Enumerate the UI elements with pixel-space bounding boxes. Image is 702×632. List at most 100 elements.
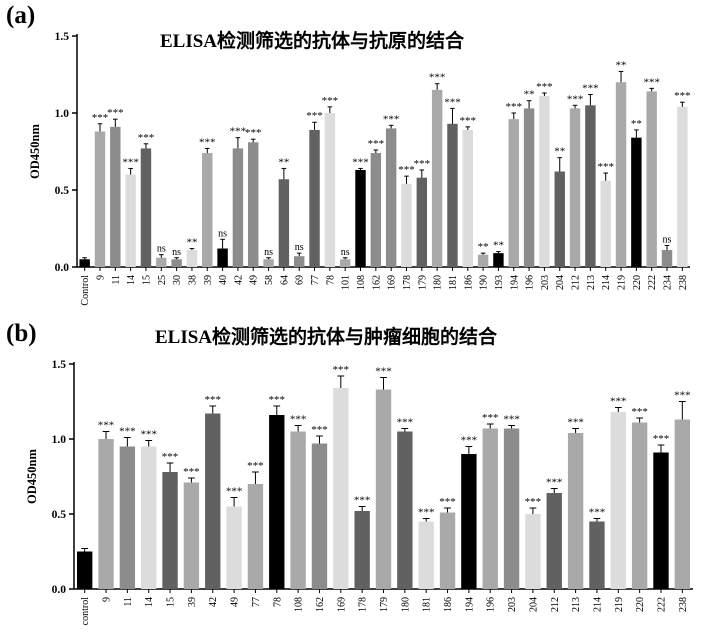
- bar: [217, 248, 228, 267]
- x-tick-label: 9: [95, 275, 106, 280]
- bar: [461, 454, 477, 589]
- bar: [119, 446, 136, 589]
- significance-label: **: [278, 156, 289, 168]
- x-tick-label: 39: [187, 597, 198, 607]
- bar: [631, 137, 642, 267]
- x-tick-label: 101: [341, 275, 352, 290]
- x-tick-label: 204: [555, 275, 566, 290]
- bar: [631, 422, 648, 589]
- x-tick-label: 180: [400, 597, 411, 612]
- x-tick-label: 186: [443, 597, 454, 612]
- bar: [375, 389, 392, 589]
- y-tick-label: 1.5: [52, 359, 67, 371]
- significance-label: ***: [414, 158, 431, 170]
- significance-label: ***: [503, 414, 520, 426]
- bar: [493, 253, 504, 267]
- bar: [141, 446, 157, 589]
- significance-label: ***: [589, 507, 606, 519]
- x-tick-label: 204: [528, 597, 539, 612]
- bar: [290, 431, 306, 589]
- significance-label: ***: [429, 72, 446, 84]
- x-tick-label: 190: [479, 275, 490, 290]
- bar: [589, 521, 605, 589]
- significance-label: ***: [674, 390, 691, 402]
- significance-label: ***: [98, 420, 115, 432]
- x-tick-label: 162: [371, 275, 382, 290]
- significance-label: ***: [204, 394, 221, 406]
- x-tick-label: 213: [586, 275, 597, 290]
- significance-label: ***: [536, 81, 553, 93]
- significance-label: ***: [631, 406, 648, 418]
- x-tick-label: 108: [356, 275, 367, 290]
- x-tick-label: 238: [678, 597, 689, 612]
- bar: [171, 259, 182, 267]
- bar: [385, 128, 397, 267]
- significance-label: ***: [610, 396, 627, 408]
- bar: [447, 123, 458, 267]
- bar: [401, 183, 412, 267]
- bar: [79, 259, 90, 267]
- x-tick-label: 49: [230, 597, 241, 607]
- y-tick-label: 0.5: [55, 185, 70, 197]
- x-tick-label: 181: [422, 597, 433, 612]
- significance-label: **: [631, 118, 642, 130]
- x-tick-label: 11: [111, 275, 122, 285]
- significance-label: ns: [295, 242, 304, 253]
- bar: [646, 91, 657, 267]
- bar: [205, 413, 221, 589]
- significance-label: ***: [674, 90, 691, 102]
- significance-label: ns: [157, 244, 166, 255]
- bar: [661, 250, 673, 267]
- bar: [263, 259, 274, 267]
- bar: [482, 428, 498, 589]
- bar: [311, 443, 328, 589]
- x-tick-label: 214: [592, 597, 603, 612]
- x-tick-label: 220: [635, 597, 646, 612]
- significance-label: ***: [311, 424, 328, 436]
- bar: [477, 254, 489, 267]
- bar: [508, 119, 519, 267]
- y-tick-label: 1.5: [55, 31, 70, 43]
- x-tick-label: 193: [494, 275, 505, 290]
- x-tick-label: 25: [157, 275, 168, 285]
- significance-label: ***: [269, 394, 286, 406]
- x-tick-label: 30: [172, 275, 183, 285]
- significance-label: ***: [245, 127, 262, 139]
- significance-label: ***: [525, 496, 542, 508]
- significance-label: ***: [122, 156, 139, 168]
- bar: [278, 179, 290, 267]
- significance-label: ns: [172, 247, 181, 258]
- x-tick-label: 179: [417, 275, 428, 290]
- panel-b-label: (b): [6, 320, 37, 347]
- x-tick-label: 49: [249, 275, 260, 285]
- y-axis-label: OD450nm: [28, 123, 42, 178]
- bar: [226, 506, 242, 589]
- y-tick-label: 0.5: [52, 509, 67, 521]
- x-tick-label: 77: [310, 275, 321, 285]
- x-tick-label: 78: [325, 275, 336, 285]
- significance-label: ***: [199, 136, 216, 148]
- bar: [554, 171, 565, 267]
- y-tick-label: 1.0: [55, 108, 70, 120]
- x-tick-label: 78: [272, 597, 283, 607]
- significance-label: ns: [218, 228, 227, 239]
- significance-label: ***: [92, 112, 109, 124]
- bar: [674, 419, 691, 589]
- panel-a-title: ELISA检测筛选的抗体与抗原的结合: [160, 31, 465, 52]
- significance-label: ***: [383, 113, 400, 125]
- significance-label: ns: [663, 234, 672, 245]
- x-tick-label: 58: [264, 275, 275, 285]
- x-tick-label: 194: [509, 275, 520, 290]
- significance-label: ***: [247, 460, 264, 472]
- bar: [600, 180, 611, 267]
- panel-b-title: ELISA检测筛选的抗体与肿瘤细胞的结合: [155, 327, 498, 348]
- significance-label: ***: [460, 115, 477, 127]
- bar: [355, 169, 366, 267]
- significance-label: ***: [418, 507, 435, 519]
- significance-label: **: [616, 59, 627, 71]
- x-tick-label: 14: [144, 597, 155, 607]
- bar: [324, 113, 336, 267]
- x-tick-label: 203: [540, 275, 551, 290]
- significance-label: ***: [653, 433, 670, 445]
